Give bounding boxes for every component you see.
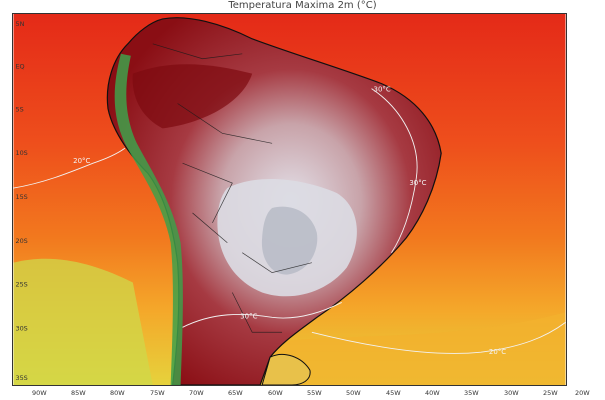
isotherm-label: 20°C <box>73 157 90 165</box>
isotherm-label: 30°C <box>409 179 426 187</box>
isotherm-30c-south <box>182 302 342 328</box>
cool-atlantic-south <box>252 312 566 385</box>
lat-tick: 20S <box>15 237 27 245</box>
lon-tick: 45W <box>386 389 401 397</box>
lat-tick: 10S <box>15 149 27 157</box>
lat-tick: 25S <box>15 281 27 289</box>
lon-tick: 65W <box>228 389 243 397</box>
temperature-map: 20°C 30°C 30°C 30°C 20°C 5N EQ 5S 10S 15… <box>12 13 567 386</box>
isotherm-30c-east <box>371 88 418 253</box>
lon-tick: 35W <box>464 389 479 397</box>
isotherm-label: 30°C <box>374 86 391 94</box>
lon-tick: 55W <box>307 389 322 397</box>
isotherm-20c-atlantic <box>311 321 566 354</box>
lon-tick: 60W <box>268 389 283 397</box>
andes-cool-strip <box>114 53 183 385</box>
lat-tick: 35S <box>15 374 27 382</box>
lon-tick: 40W <box>425 389 440 397</box>
hot-northwest-band <box>132 64 253 129</box>
isotherm-20c-pacific <box>13 147 126 189</box>
isotherm-label: 30°C <box>240 312 257 320</box>
isotherm-label: 20°C <box>489 348 506 356</box>
lon-tick: 30W <box>504 389 519 397</box>
lon-tick: 50W <box>346 389 361 397</box>
latitude-axis: 5N EQ 5S 10S 15S 20S 25S 30S 35S <box>15 20 27 382</box>
lon-tick: 70W <box>189 389 204 397</box>
map-title: Temperatura Maxima 2m (°C) <box>228 0 377 11</box>
lat-tick: 5S <box>15 105 23 113</box>
cool-pacific-zone <box>13 258 153 385</box>
heat-core-grey <box>261 206 318 275</box>
country-borders <box>152 43 312 333</box>
lat-tick: 15S <box>15 193 27 201</box>
lon-tick: 20W <box>575 389 590 397</box>
lat-tick: EQ <box>15 63 24 71</box>
lon-tick: 90W <box>32 389 47 397</box>
rio-de-la-plata-coast <box>261 353 311 385</box>
longitude-axis: 90W 85W 80W 75W 70W 65W 60W 55W 50W 45W … <box>32 389 590 397</box>
lat-tick: 5N <box>15 20 24 28</box>
lon-tick: 25W <box>543 389 558 397</box>
lon-tick: 80W <box>110 389 125 397</box>
lon-tick: 85W <box>71 389 86 397</box>
lat-tick: 30S <box>15 324 27 332</box>
lon-tick: 75W <box>150 389 165 397</box>
